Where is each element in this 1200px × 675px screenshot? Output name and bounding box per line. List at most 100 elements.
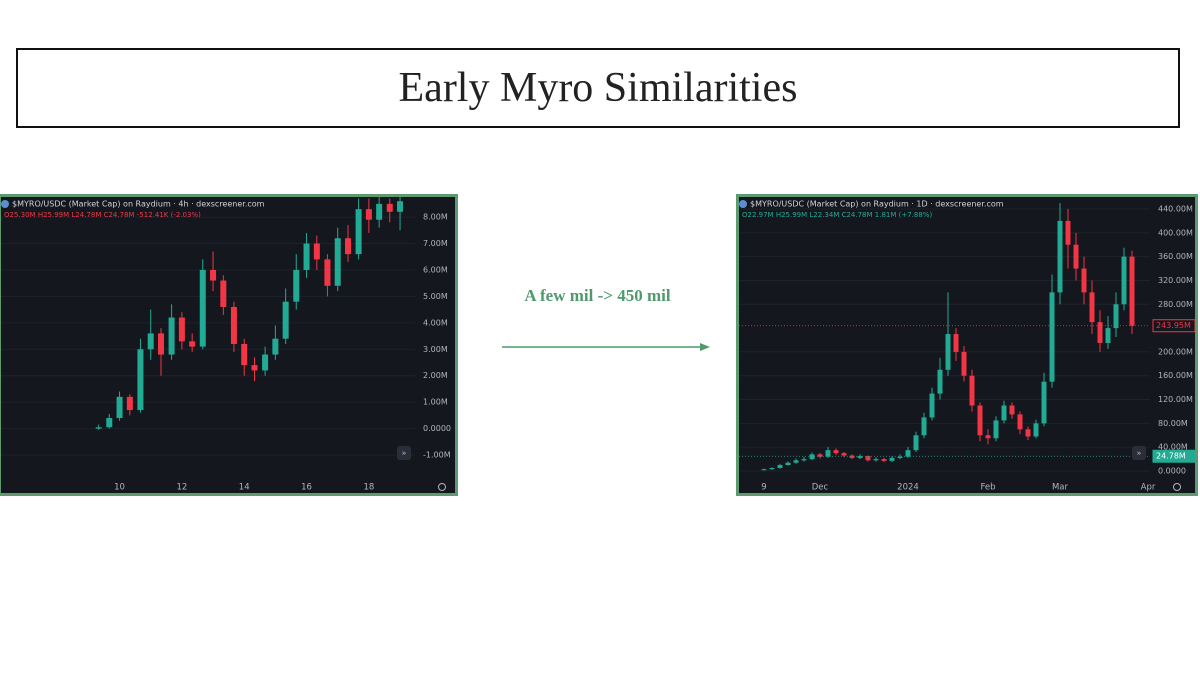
candle-body [189,341,196,347]
y-tick-label: 320.00M [1158,276,1193,285]
panel-border [0,194,458,496]
price-label: 24.78M [1156,452,1186,461]
symbol-icon [739,200,747,208]
candle-body [873,459,879,461]
candle-body [365,209,372,220]
candle-body [272,338,279,355]
settings-icon [438,483,446,491]
y-tick-label: 4.00M [423,318,448,327]
candles [95,197,404,430]
candle-body [921,417,927,436]
candle-body [1049,292,1055,382]
chart-screenshot: 8.00M 7.00M 6.00M 5.00M 4.00M 3.00M 2.00M 1.00M… [0,194,458,496]
scroll-icon: » [1137,449,1142,458]
candle-body [953,334,959,352]
y-tick-label: 120.00M [1158,395,1193,404]
candle-body [1113,304,1119,329]
candle-body [116,396,123,418]
candle-body [817,454,823,457]
candle-body [1089,292,1095,323]
panel-background [0,194,458,496]
price-label: 243.95M [1156,321,1191,330]
candle-body [865,456,871,461]
candle-body [355,209,362,255]
scroll-button [1132,446,1146,460]
y-tick-label: 2.00M [423,371,448,380]
candle-body [303,243,310,270]
scroll-button [397,446,411,460]
candle-body [293,269,300,302]
candle-body [1001,405,1007,421]
candle-body [889,457,895,461]
candle-body [1041,381,1047,424]
candle-body [178,317,185,342]
candle-body [897,456,903,458]
candle-body [1081,268,1087,293]
candle-body [945,334,951,370]
candle-body [1073,244,1079,269]
y-tick-label: -1.00M [423,451,451,460]
candle-body [809,454,815,460]
candle-body [334,238,341,286]
y-tick-label: 5.00M [423,292,448,301]
candle-body [969,375,975,406]
y-tick-label: 80.00M [1158,419,1188,428]
slide-title: Early Myro Similarities [398,65,798,111]
candle-body [905,450,911,457]
candle-body [881,459,887,461]
candle-body [262,354,269,371]
candle-body [1065,220,1071,245]
chart-title: $MYRO/USDC (Market Cap) on Raydium · 1D … [750,200,1004,209]
candle-body [199,269,206,347]
candle-body [777,465,783,469]
chart-title: $MYRO/USDC (Market Cap) on Raydium · 4h … [12,200,265,209]
candle-body [857,456,863,458]
candle-body [993,420,999,439]
candle-body [1033,423,1039,437]
candle-body [1097,322,1103,343]
candle-body [825,450,831,457]
panel-border [736,194,1198,496]
candle-body [386,203,393,212]
y-tick-label: 200.00M [1158,347,1193,356]
candle-body [961,351,967,376]
candle-body [801,459,807,461]
candle-body [106,417,113,428]
candle-body [1057,220,1063,293]
candle-body [376,203,383,220]
y-tick-label: 8.00M [423,213,448,222]
candle-body [1025,429,1031,437]
candle-body [313,243,320,260]
y-tick-label: 3.00M [423,345,448,354]
x-tick-label: 16 [301,483,312,493]
candle-body [344,238,351,255]
y-tick-label: 7.00M [423,239,448,248]
y-tick-label: 160.00M [1158,371,1193,380]
x-tick-label: 12 [176,483,187,493]
candle-body [282,301,289,339]
chart-screenshot: 440.00M 400.00M 360.00M 320.00M 280.00M 200.0… [736,194,1198,496]
x-tick-label: Mar [1052,483,1069,493]
candle-body [849,455,855,458]
candle-body [397,201,404,212]
x-tick-label: Apr [1141,483,1156,493]
x-tick-label: Dec [812,483,829,493]
chart-subtitle: O22.97M H25.99M L22.34M C24.78M 1.81M (+… [742,211,932,219]
candle-body [210,269,217,281]
y-tick-label: 1.00M [423,398,448,407]
y-tick-label: 400.00M [1158,228,1193,237]
candle-body [168,317,175,355]
candle-body [929,393,935,418]
candle-body [241,343,248,366]
candle-body [324,259,331,286]
candle-body [126,396,133,411]
candle-body [251,365,258,371]
candle-body [1129,256,1135,326]
y-tick-label: 6.00M [423,265,448,274]
arrow [502,343,710,351]
candle-body [977,405,983,436]
annotation: A few mil -> 450 mil [524,286,671,305]
candle-body [220,280,227,307]
y-tick-label: 280.00M [1158,300,1193,309]
